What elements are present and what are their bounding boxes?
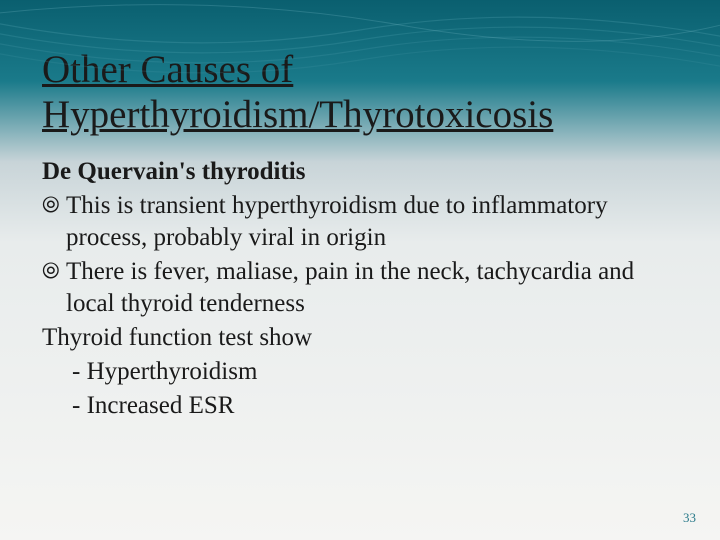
bullet-icon: ⦾	[42, 256, 66, 287]
page-number: 33	[683, 510, 696, 526]
bullet-text: There is fever, maliase, pain in the nec…	[66, 256, 678, 320]
bullet-icon: ⦾	[42, 190, 66, 221]
subheading: De Quervain's thyroditis	[42, 156, 678, 188]
body-line-indent: - Increased ESR	[42, 390, 678, 422]
slide-title: Other Causes of Hyperthyroidism/Thyrotox…	[42, 48, 678, 138]
slide-body: De Quervain's thyroditis ⦾ This is trans…	[42, 156, 678, 422]
bullet-item: ⦾ This is transient hyperthyroidism due …	[42, 190, 678, 254]
bullet-text: This is transient hyperthyroidism due to…	[66, 190, 678, 254]
slide: Other Causes of Hyperthyroidism/Thyrotox…	[0, 0, 720, 540]
bullet-item: ⦾ There is fever, maliase, pain in the n…	[42, 256, 678, 320]
body-line: Thyroid function test show	[42, 322, 678, 354]
body-line-indent: - Hyperthyroidism	[42, 356, 678, 388]
